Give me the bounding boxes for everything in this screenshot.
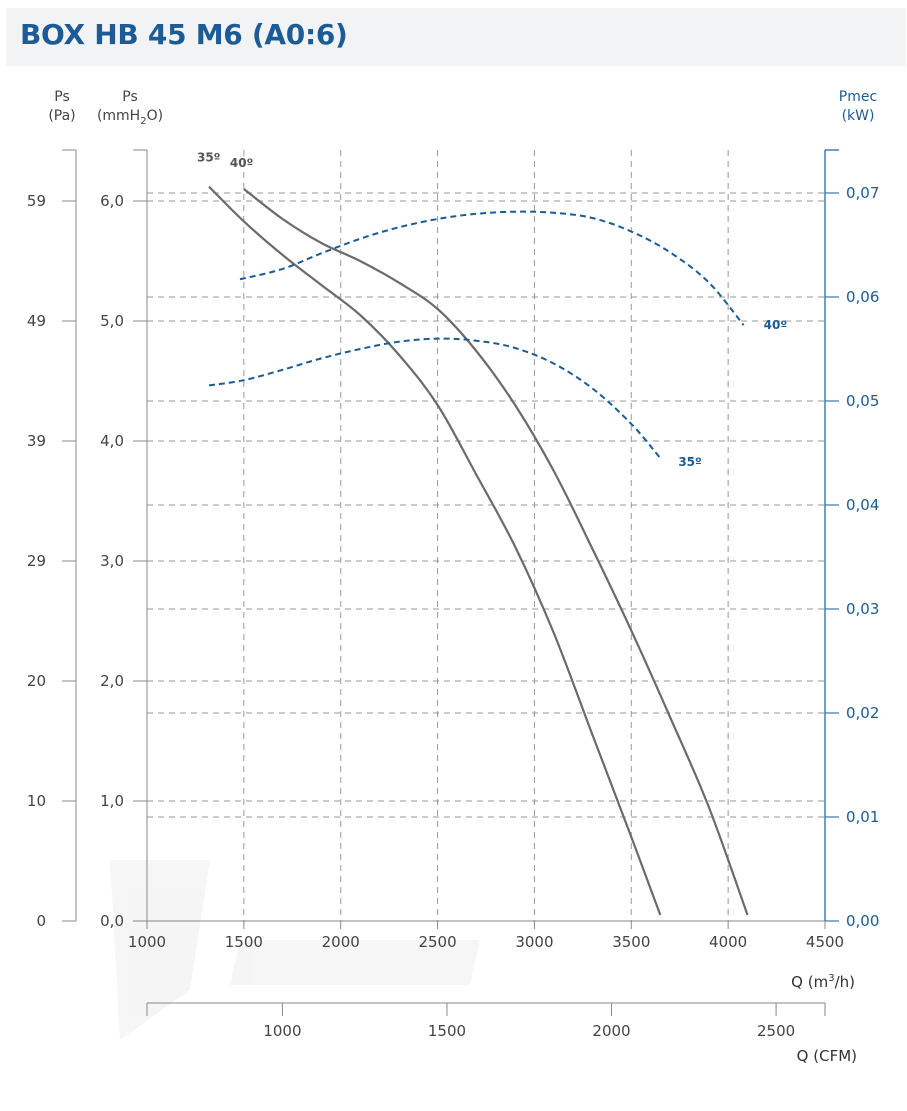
chart-curves bbox=[208, 185, 749, 916]
chart-labels: 0 10 20 29 39 49 59 0,0 1,0 2,0 3,0 4,0 5,0 6,0 0,00 0,… bbox=[27, 151, 880, 1040]
mmh2o-tick-label: 6,0 bbox=[100, 192, 124, 210]
kw-tick-label: 0,06 bbox=[846, 288, 879, 306]
pa-tick-label: 10 bbox=[27, 792, 46, 810]
x-cfm-tick-label: 2500 bbox=[757, 1022, 795, 1040]
kw-tick-label: 0,07 bbox=[846, 184, 879, 202]
left-pa-axis-label-bottom: (Pa) bbox=[48, 108, 75, 124]
kw-tick-label: 0,05 bbox=[846, 392, 879, 410]
x-m3h-tick-label: 4500 bbox=[806, 933, 844, 951]
chart-axes bbox=[62, 149, 839, 1016]
pa-tick-label: 39 bbox=[27, 432, 46, 450]
mmh2o-tick-label: 3,0 bbox=[100, 552, 124, 570]
ventel-logo-watermark bbox=[110, 860, 480, 1040]
x-axis-m3h-title: Q (m3/h) bbox=[791, 973, 855, 991]
power-curve-2 bbox=[239, 210, 745, 326]
x-cfm-tick-label: 1500 bbox=[428, 1022, 466, 1040]
x-m3h-tick-label: 2500 bbox=[418, 933, 456, 951]
curve-label-2: 40º bbox=[764, 318, 788, 332]
x-m3h-tick-label: 4000 bbox=[709, 933, 747, 951]
x-m3h-tick-label: 3500 bbox=[612, 933, 650, 951]
pa-tick-label: 29 bbox=[27, 552, 46, 570]
chart-title: BOX HB 45 M6 (A0:6) bbox=[20, 18, 348, 51]
left-pa-axis-label-top: Ps bbox=[54, 89, 70, 105]
x-cfm-tick-label: 1000 bbox=[263, 1022, 301, 1040]
x-cfm-tick-label: 2000 bbox=[592, 1022, 630, 1040]
mmh2o-tick-label: 4,0 bbox=[100, 432, 124, 450]
mmh2o-tick-label: 0,0 bbox=[100, 912, 124, 930]
power-curve-3 bbox=[208, 337, 662, 459]
pa-tick-label: 59 bbox=[27, 192, 46, 210]
x-m3h-tick-label: 3000 bbox=[515, 933, 553, 951]
grid-lines bbox=[147, 150, 825, 921]
kw-tick-label: 0,04 bbox=[846, 496, 879, 514]
kw-tick-label: 0,02 bbox=[846, 704, 879, 722]
pressure-curve-0 bbox=[208, 185, 662, 916]
right-kw-axis-label-bottom: (kW) bbox=[842, 108, 875, 124]
kw-tick-label: 0,01 bbox=[846, 808, 879, 826]
mmh2o-tick-label: 1,0 bbox=[100, 792, 124, 810]
x-axis-cfm-title: Q (CFM) bbox=[797, 1047, 857, 1065]
x-m3h-tick-label: 2000 bbox=[322, 933, 360, 951]
left-mmh2o-axis-label-bottom: (mmH2O) bbox=[97, 108, 163, 127]
title-bar: BOX HB 45 M6 (A0:6) bbox=[6, 8, 906, 66]
curve-label-0: 35º bbox=[197, 151, 221, 165]
pa-tick-label: 20 bbox=[27, 672, 46, 690]
right-kw-axis-label-top: Pmec bbox=[839, 89, 877, 105]
kw-tick-label: 0,03 bbox=[846, 600, 879, 618]
kw-tick-label: 0,00 bbox=[846, 912, 879, 930]
x-m3h-tick-label: 1000 bbox=[128, 933, 166, 951]
mmh2o-tick-label: 5,0 bbox=[100, 312, 124, 330]
pressure-curve-1 bbox=[243, 188, 749, 916]
pa-tick-label: 49 bbox=[27, 312, 46, 330]
curve-label-1: 40º bbox=[230, 156, 254, 170]
x-m3h-tick-label: 1500 bbox=[225, 933, 263, 951]
curve-label-3: 35º bbox=[678, 455, 702, 469]
mmh2o-tick-label: 2,0 bbox=[100, 672, 124, 690]
left-mmh2o-axis-label-top: Ps bbox=[122, 89, 138, 105]
pa-tick-label: 0 bbox=[36, 912, 46, 930]
